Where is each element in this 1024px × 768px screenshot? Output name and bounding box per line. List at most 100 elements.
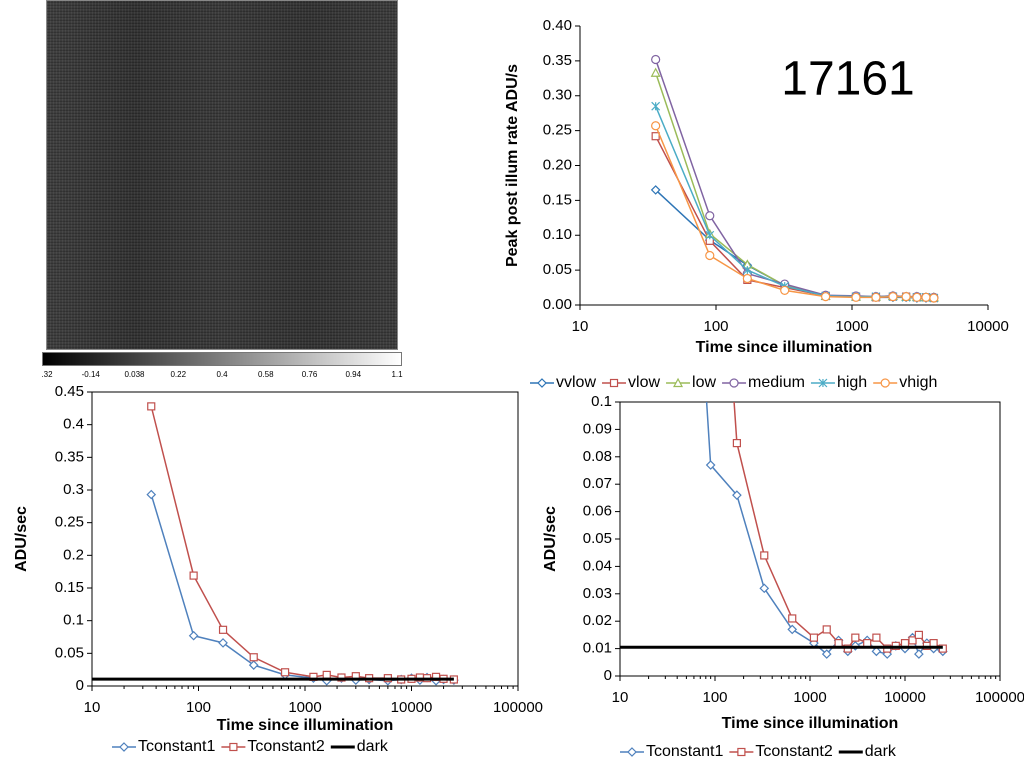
marker	[888, 292, 898, 302]
marker	[249, 653, 258, 662]
x-tick-label: 10000	[884, 689, 926, 706]
series-line	[150, 406, 454, 681]
marker	[742, 265, 752, 275]
legend-label: dark	[357, 738, 389, 755]
marker	[229, 742, 238, 752]
series-line	[654, 105, 934, 299]
marker	[929, 639, 938, 648]
series-line	[150, 494, 454, 682]
x-tick-label: 10000	[967, 318, 1009, 335]
marker	[218, 638, 228, 648]
plot	[92, 402, 459, 686]
marker	[901, 292, 911, 302]
x-tick-label: 10	[612, 689, 629, 706]
marker	[900, 639, 910, 648]
legend-label: Tconstant2	[755, 743, 832, 760]
marker	[218, 625, 228, 634]
marker	[651, 54, 661, 65]
legend-label: low	[692, 374, 716, 391]
x-tick-label: 100	[186, 699, 211, 716]
y-axis-title: Peak post illum rate ADU/s	[504, 64, 521, 267]
y-tick-label: 0.04	[583, 557, 612, 574]
colorbar-tick-label: -0.14	[82, 370, 101, 379]
marker	[871, 292, 881, 302]
y-tick-label: 0.1	[591, 393, 612, 410]
y-tick-label: 0.00	[543, 296, 572, 313]
y-tick-label: 0.03	[583, 585, 612, 602]
marker	[788, 614, 797, 623]
colorbar-tick-label: 0.58	[258, 370, 274, 379]
marker	[188, 630, 199, 641]
plot-frame	[91, 391, 519, 687]
y-tick-label: 0.08	[583, 448, 612, 465]
colorbar-tick-label: 0.038	[124, 370, 145, 379]
marker	[872, 633, 881, 642]
x-tick-label: 100	[702, 689, 727, 706]
y-tick-label: 0.06	[583, 503, 612, 520]
series-line	[654, 125, 934, 299]
x-tick-label: 100000	[975, 689, 1024, 706]
legend-label: Tconstant2	[247, 738, 324, 755]
marker	[912, 292, 922, 302]
marker	[787, 624, 798, 635]
x-tick-label: 100	[703, 318, 728, 335]
marker	[818, 378, 828, 388]
marker	[248, 660, 259, 670]
marker	[921, 292, 931, 302]
marker	[822, 625, 831, 634]
legend-label: vhigh	[899, 374, 937, 391]
marker	[863, 639, 872, 648]
y-tick-label: 0.02	[583, 612, 612, 629]
legend-label: medium	[748, 374, 805, 391]
marker	[780, 285, 790, 295]
marker	[651, 101, 661, 111]
y-tick-label: 0.3	[63, 481, 84, 498]
x-tick-label: 10	[572, 318, 589, 335]
y-tick-label: 0.07	[583, 475, 612, 492]
legend-label: Tconstant1	[646, 743, 723, 760]
marker	[851, 292, 861, 302]
x-tick-label: 1000	[835, 318, 868, 335]
colorbar-tick-label: 0.22	[170, 370, 186, 379]
y-tick-label: 0.20	[543, 156, 572, 173]
y-tick-label: 0.25	[543, 122, 572, 139]
y-tick-label: 0.25	[55, 514, 84, 531]
marker	[119, 742, 129, 752]
marker	[322, 670, 331, 679]
colorbar	[42, 352, 402, 366]
marker	[834, 639, 843, 648]
y-tick-label: 0.10	[543, 226, 572, 243]
x-tick-label: 100000	[493, 699, 543, 716]
marker	[537, 378, 547, 388]
marker	[650, 67, 661, 77]
x-tick-label: 10	[84, 699, 101, 716]
marker	[821, 292, 831, 302]
y-tick-label: 0.30	[543, 87, 572, 104]
y-axis-title: ADU/sec	[542, 506, 559, 572]
marker	[337, 673, 346, 682]
y-tick-label: 0.05	[543, 261, 572, 278]
marker	[146, 489, 157, 500]
marker	[809, 633, 819, 642]
marker	[673, 377, 684, 388]
y-tick-label: 0	[76, 677, 84, 694]
legend-label: high	[837, 374, 867, 391]
legend-label: Tconstant1	[138, 738, 215, 755]
y-tick-label: 0.05	[55, 644, 84, 661]
x-tick-label: 10000	[391, 699, 433, 716]
x-axis-title: Time since illumination	[722, 715, 899, 732]
legend-label: dark	[865, 743, 897, 760]
marker	[908, 636, 917, 645]
colorbar-tick-label: 0.94	[345, 370, 361, 379]
marker	[627, 747, 637, 757]
marker	[737, 747, 746, 757]
colorbar-tick-label: 0.4	[216, 370, 228, 379]
marker	[821, 649, 832, 659]
plot	[650, 54, 939, 303]
y-tick-label: 0.4	[63, 416, 84, 433]
series-line	[654, 72, 934, 299]
x-tick-label: 1000	[288, 699, 321, 716]
y-tick-label: 0.09	[583, 420, 612, 437]
